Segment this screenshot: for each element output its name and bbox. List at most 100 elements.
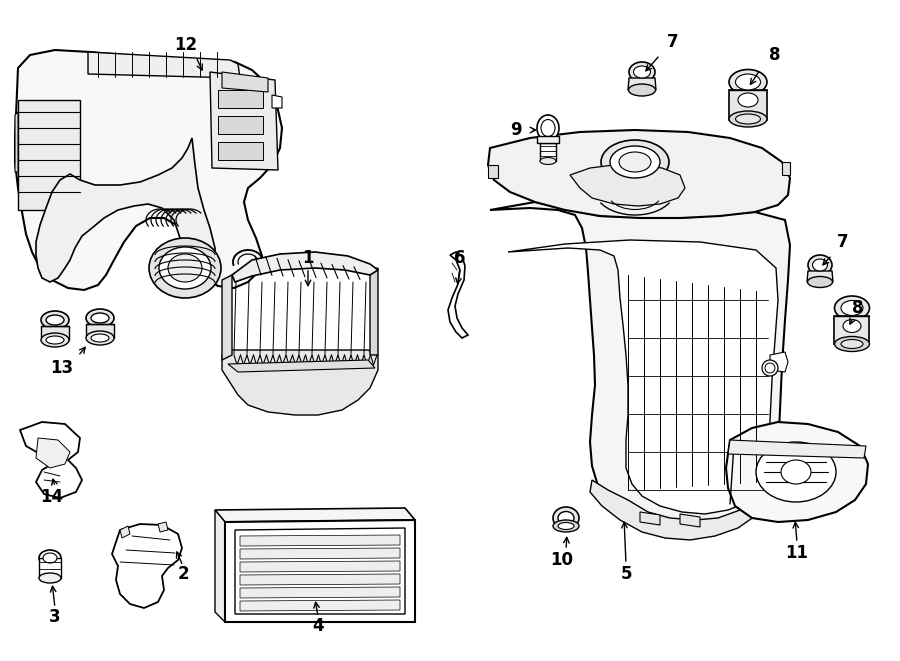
Text: 7: 7 [667,33,679,51]
Ellipse shape [781,460,811,484]
Ellipse shape [841,301,863,315]
Ellipse shape [762,360,778,376]
Text: 14: 14 [40,488,64,506]
Bar [218,142,263,160]
Ellipse shape [86,331,114,345]
Polygon shape [488,130,790,218]
Polygon shape [232,252,378,282]
Ellipse shape [735,114,760,124]
Ellipse shape [808,255,832,275]
Text: 8: 8 [770,46,781,64]
Polygon shape [240,548,400,559]
Ellipse shape [729,111,767,127]
Ellipse shape [553,507,579,529]
Polygon shape [490,202,790,534]
Polygon shape [728,440,866,458]
Bar [218,90,263,108]
Polygon shape [235,528,405,614]
Ellipse shape [629,62,655,82]
Ellipse shape [813,259,827,271]
Polygon shape [228,360,375,372]
Ellipse shape [540,157,556,165]
Polygon shape [15,112,18,172]
Polygon shape [628,78,656,90]
Polygon shape [36,138,216,282]
Ellipse shape [86,309,114,327]
Text: 4: 4 [312,617,324,635]
Ellipse shape [537,115,559,141]
Ellipse shape [159,247,211,289]
Polygon shape [20,422,82,498]
Polygon shape [18,100,80,210]
Polygon shape [222,350,378,415]
Polygon shape [240,535,400,546]
Ellipse shape [601,140,669,184]
Ellipse shape [41,311,69,329]
Ellipse shape [834,336,869,352]
Polygon shape [240,587,400,598]
Text: 9: 9 [510,121,522,139]
Ellipse shape [558,522,574,529]
Ellipse shape [91,313,109,323]
Ellipse shape [149,238,221,298]
Bar [537,136,559,143]
Polygon shape [39,558,61,578]
Ellipse shape [807,276,833,288]
Polygon shape [240,574,400,585]
Text: 12: 12 [175,36,198,54]
Polygon shape [222,72,268,92]
Ellipse shape [91,334,109,342]
Ellipse shape [628,84,655,96]
Bar [729,90,767,120]
Text: 1: 1 [302,249,314,267]
Polygon shape [570,165,685,206]
Ellipse shape [735,74,760,90]
Text: 7: 7 [837,233,849,251]
Ellipse shape [46,315,64,325]
Polygon shape [240,600,400,611]
Polygon shape [15,50,282,290]
Polygon shape [210,72,278,170]
Polygon shape [488,165,498,178]
Bar [218,116,263,134]
Ellipse shape [729,69,767,95]
Text: 11: 11 [786,544,808,562]
Polygon shape [112,524,182,608]
Polygon shape [640,512,660,525]
Bar [540,143,556,161]
Ellipse shape [834,296,869,320]
Polygon shape [807,271,833,282]
Polygon shape [88,52,240,78]
Text: 2: 2 [177,565,189,583]
Polygon shape [222,275,232,360]
Bar [41,326,69,340]
Text: 10: 10 [551,551,573,569]
Ellipse shape [558,512,574,524]
Ellipse shape [541,120,555,137]
Bar [86,324,114,338]
Ellipse shape [738,93,758,107]
Polygon shape [770,352,788,372]
Polygon shape [590,468,778,540]
Ellipse shape [553,520,579,532]
Text: 5: 5 [620,565,632,583]
Ellipse shape [634,66,651,78]
Ellipse shape [43,553,57,563]
Ellipse shape [168,254,202,282]
Polygon shape [448,252,468,338]
Polygon shape [508,240,778,514]
Ellipse shape [39,550,61,566]
Polygon shape [272,95,282,108]
Text: 13: 13 [50,359,74,377]
Ellipse shape [841,340,863,348]
Ellipse shape [46,336,64,344]
Ellipse shape [619,152,651,172]
Polygon shape [370,268,378,355]
Text: 6: 6 [454,249,466,267]
Ellipse shape [41,333,69,347]
Text: 8: 8 [852,299,864,317]
Bar [834,316,869,344]
Polygon shape [158,522,168,532]
Polygon shape [726,422,868,522]
Polygon shape [240,561,400,572]
